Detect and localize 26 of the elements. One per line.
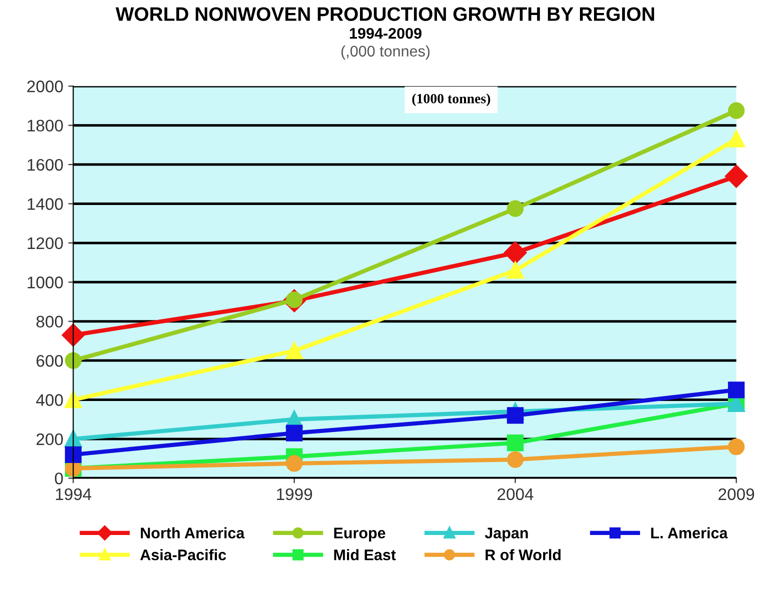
y-tick-label: 1800 <box>28 120 63 132</box>
x-tick-label: 2009 <box>718 488 754 500</box>
y-tick-label: 400 <box>36 394 63 406</box>
text: (,000 tonnes) <box>341 45 430 60</box>
legend-label: Japan <box>484 528 528 542</box>
y-tick-label: 2000 <box>27 80 63 92</box>
legend-label: Europe <box>334 528 386 542</box>
legend-label: Asia-Pacific <box>140 549 226 560</box>
y-tick-label: 600 <box>36 354 63 367</box>
legend-label: R of World <box>486 549 561 560</box>
legend-label: Mid East <box>334 549 396 560</box>
chart-title: WORLD NONWOVEN PRODUCTION GROWTH BY REGION <box>116 7 654 21</box>
y-tick-label: 1600 <box>28 158 63 171</box>
y-tick-label: 800 <box>36 316 63 328</box>
legend-label: North America <box>140 527 245 538</box>
annotation: (1000 tonnes) <box>412 94 490 106</box>
y-tick-label: 0 <box>54 472 63 484</box>
y-tick-label: 1200 <box>28 237 63 250</box>
y-tick-label: 1000 <box>28 276 63 288</box>
x-tick-label: 2004 <box>498 488 534 500</box>
x-tick-label: 1994 <box>56 488 92 500</box>
y-tick-label: 200 <box>36 433 63 446</box>
legend-label: L. America <box>651 527 728 538</box>
x-tick-label: 1999 <box>277 488 312 500</box>
chart-subtitle: 1994-2009 <box>350 28 422 39</box>
y-tick-label: 1400 <box>28 198 63 210</box>
